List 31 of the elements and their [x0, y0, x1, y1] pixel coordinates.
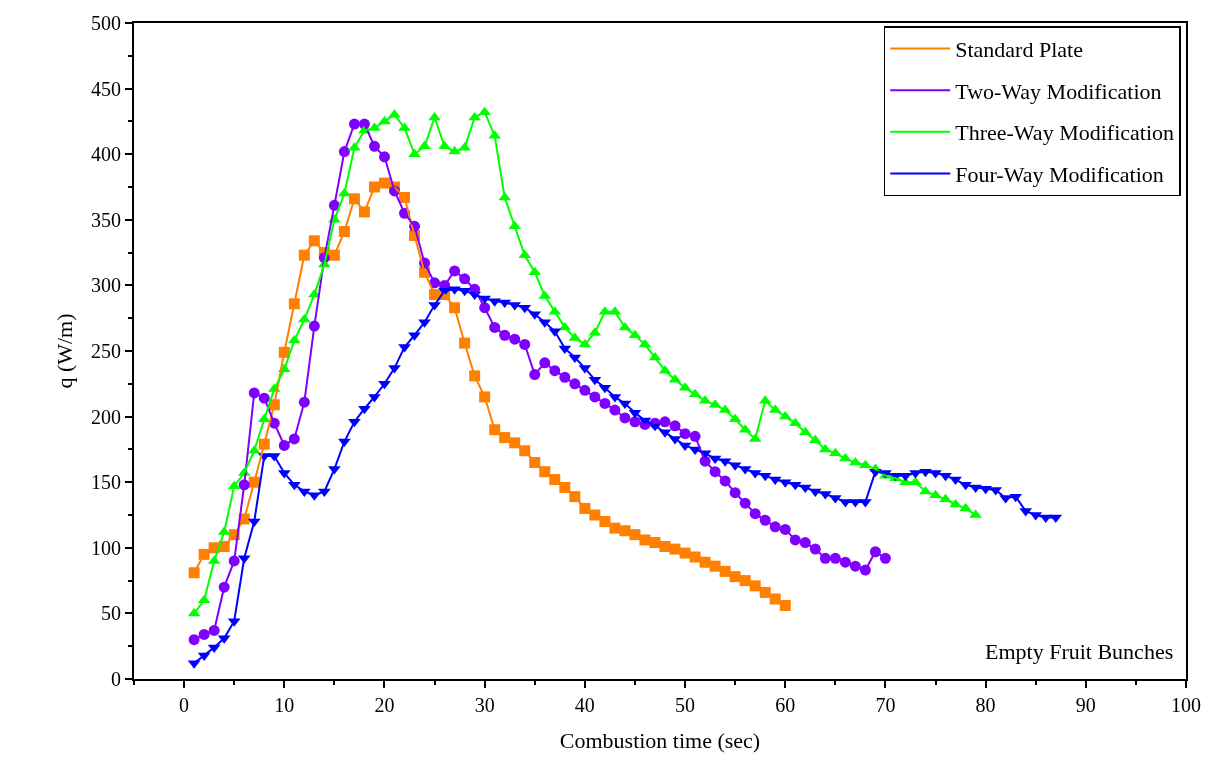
y-tick-label: 300 — [91, 274, 121, 297]
y-tick-label: 50 — [101, 602, 121, 625]
y-tick-label: 200 — [91, 405, 121, 428]
x-tick-label: 30 — [474, 694, 495, 716]
point — [779, 600, 791, 612]
x-tick-label: 90 — [1075, 694, 1096, 716]
x-tick-label: 0 — [179, 694, 190, 716]
y-tick-label: 100 — [91, 536, 121, 559]
x-axis-title: Combustion time (sec) — [559, 728, 761, 754]
x-tick-label: 70 — [875, 694, 896, 716]
annotation: Empty Fruit Bunches — [985, 639, 1174, 664]
legend-label: Four-Way Modification — [955, 161, 1164, 187]
y-tick-label: 450 — [91, 77, 121, 100]
y-tick-label: 400 — [91, 143, 121, 166]
y-tick-label: 150 — [91, 471, 121, 494]
x-tick-label: 10 — [274, 694, 295, 716]
y-tick-label: 0 — [111, 668, 121, 690]
legend-label: Two-Way Modification — [955, 78, 1162, 104]
point — [188, 567, 200, 579]
legend-label: Three-Way Modification — [955, 120, 1175, 146]
y-tick-label: 250 — [91, 340, 121, 362]
x-tick-label: 80 — [975, 694, 996, 716]
y-tick-label: 500 — [91, 12, 121, 34]
y-tick-label: 350 — [91, 208, 121, 231]
x-tick-label: 60 — [775, 694, 796, 716]
x-tick-label: 20 — [374, 694, 395, 716]
y-axis-title: q (W/m) — [52, 313, 78, 389]
x-tick-label: 40 — [574, 694, 595, 716]
x-tick-label: 50 — [675, 694, 696, 716]
x-tick-label: 100 — [1171, 694, 1201, 716]
legend-label: Standard Plate — [955, 37, 1083, 63]
